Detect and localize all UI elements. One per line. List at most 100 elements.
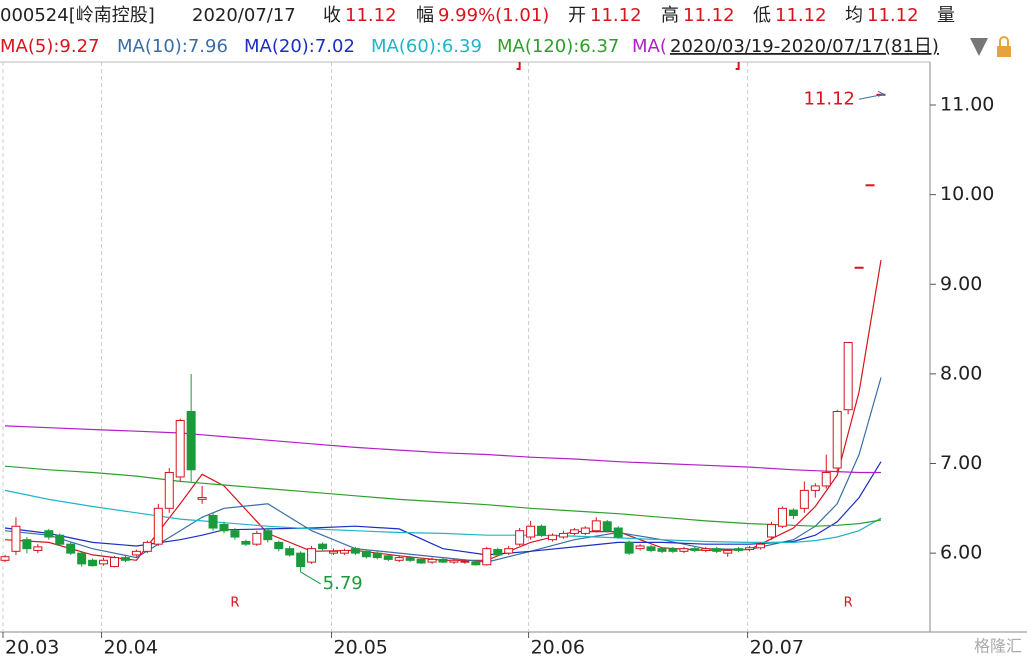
- candle-body: [372, 552, 382, 559]
- field-value: 11.12: [590, 5, 642, 26]
- candle-body: [153, 507, 163, 545]
- candle-body: [88, 559, 98, 567]
- legend-entry: MA(120):6.37: [497, 36, 619, 57]
- candle-body: [821, 471, 831, 487]
- candle-body: [679, 548, 689, 552]
- candle-body: [186, 411, 196, 471]
- candle-body: [865, 184, 875, 187]
- event-marker: [516, 62, 521, 70]
- candle-body: [274, 541, 284, 550]
- candle-body: [296, 552, 306, 568]
- candle-body: [569, 529, 579, 534]
- candle-body: [142, 541, 152, 552]
- event-marker: [735, 62, 740, 70]
- candle-body: [788, 509, 798, 516]
- candle-body: [0, 556, 10, 561]
- candle-body: [241, 540, 251, 545]
- stock-code: 000524[岭南控股]: [0, 5, 155, 26]
- dropdown-arrow[interactable]: [970, 38, 988, 56]
- date-range: 2020/03/19-2020/07/17(81日): [670, 36, 939, 57]
- candle-body: [657, 548, 667, 552]
- low-pointer: [300, 571, 321, 585]
- y-tick-label: 7.00: [940, 452, 982, 474]
- watermark: 格隆汇: [974, 637, 1022, 656]
- candle-body: [219, 523, 229, 532]
- candle-body: [843, 342, 853, 411]
- candle-body: [799, 489, 809, 509]
- candle-body: [493, 549, 503, 556]
- candle-body: [580, 527, 590, 534]
- candle-body: [77, 552, 87, 565]
- candle-body: [230, 530, 240, 538]
- candle-body: [350, 548, 360, 554]
- candle-body: [832, 411, 842, 469]
- legend-entry: MA(5):9.27: [0, 36, 99, 57]
- candle-body: [394, 557, 404, 561]
- candle-body: [11, 525, 21, 552]
- field-label: 量: [937, 5, 955, 26]
- candle-body: [339, 549, 349, 554]
- header: 000524[岭南控股] 2020/07/17: [0, 5, 296, 26]
- candle-body: [646, 546, 656, 551]
- x-tick-label: 20.04: [104, 637, 158, 659]
- candle-body: [383, 555, 393, 560]
- candle-body: [329, 550, 338, 554]
- candle-body: [591, 520, 601, 532]
- candle-body: [22, 539, 32, 550]
- field-label: 幅: [416, 5, 434, 26]
- ma-line: [4, 425, 881, 474]
- candle-body: [307, 548, 317, 563]
- candle-body: [285, 548, 295, 556]
- candle-body: [558, 532, 568, 538]
- candle-body: [460, 560, 470, 563]
- candle-body: [416, 558, 426, 564]
- field-value: 9.99%(1.01): [438, 5, 549, 26]
- candle-body: [701, 548, 711, 551]
- candle-body: [252, 532, 262, 545]
- candle-body: [318, 543, 328, 550]
- y-tick-label: 10.00: [940, 183, 994, 205]
- candle-body: [723, 549, 733, 554]
- candle-body: [613, 527, 623, 538]
- candle-body: [438, 558, 448, 563]
- candle-body: [427, 558, 437, 563]
- lock-icon[interactable]: [997, 46, 1011, 57]
- candle-body: [690, 548, 700, 551]
- r-marker: R: [844, 596, 853, 611]
- header-icons: [970, 36, 1011, 57]
- candle-body: [449, 559, 459, 563]
- candle-body: [624, 541, 634, 554]
- candle-body: [208, 514, 218, 529]
- x-tick-label: 20.03: [5, 637, 59, 659]
- field-label: 均: [845, 5, 863, 26]
- field-label: 收: [323, 5, 341, 26]
- candle-body: [66, 543, 76, 554]
- candle-body: [55, 534, 65, 545]
- candle-body: [263, 530, 273, 541]
- legend-entry: MA(20):7.02: [244, 36, 355, 57]
- candle-body: [175, 419, 185, 478]
- candle-body: [777, 507, 787, 527]
- candle-body: [515, 530, 525, 545]
- candle-body: [635, 545, 645, 550]
- candle-body: [471, 561, 481, 566]
- r-marker: R: [230, 596, 239, 611]
- candle-body: [110, 557, 119, 568]
- candle-body: [361, 550, 371, 558]
- field-label: 低: [753, 5, 771, 26]
- lock-shackle: [999, 36, 1009, 46]
- field-label: 开: [568, 5, 586, 26]
- ma-line: [4, 461, 882, 556]
- candle-body: [810, 485, 820, 491]
- high-pointer: [858, 90, 886, 100]
- y-tick-label: 8.00: [940, 362, 982, 384]
- candle-body: [602, 521, 612, 532]
- candle-body: [712, 548, 722, 552]
- candle-body: [120, 557, 130, 561]
- candle-body: [537, 525, 547, 536]
- candle-body: [482, 548, 492, 566]
- candle-body: [197, 497, 207, 500]
- candle-body: [745, 547, 755, 551]
